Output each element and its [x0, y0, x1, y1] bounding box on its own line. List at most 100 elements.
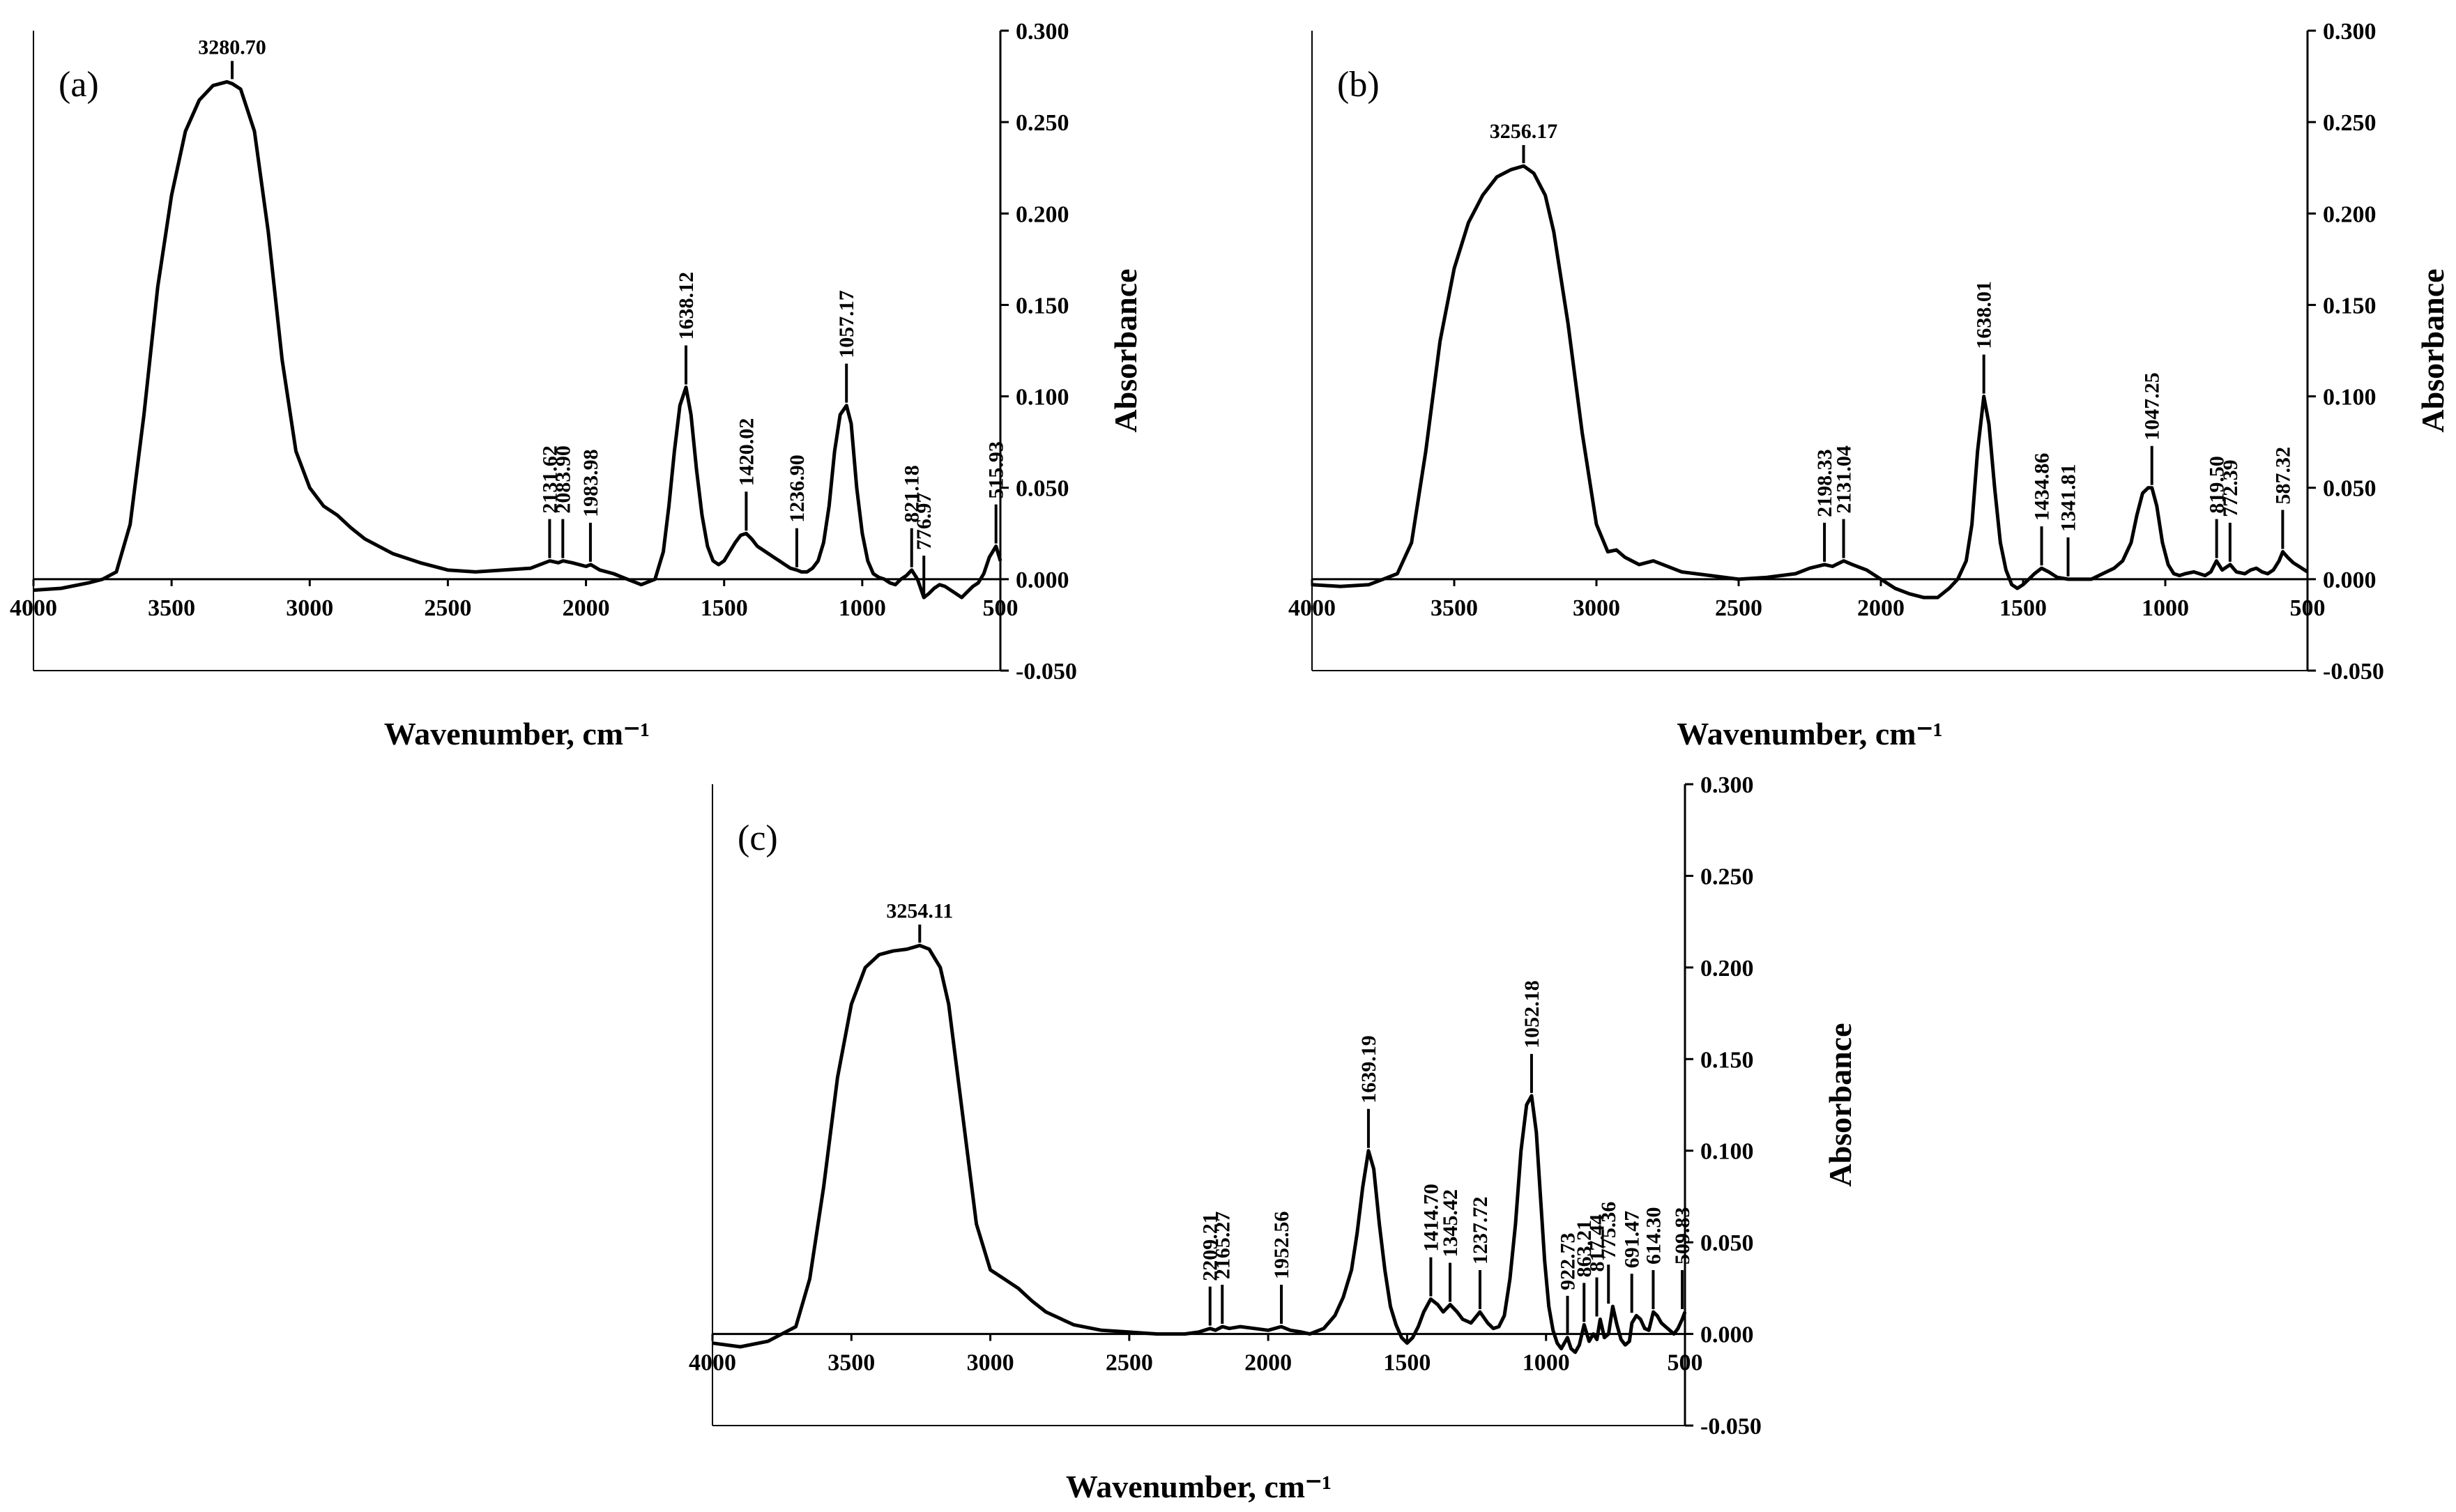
x-tick-label: 2000 [563, 595, 610, 621]
y-tick-label: 0.050 [1016, 476, 1069, 502]
panel-b: 0.300 0.250 0.200 0.150 0.100 0.050 0.000 -0.05… [1288, 19, 2450, 751]
peak-label: 1434.86 [2031, 453, 2054, 521]
x-tick-label: 2000 [1857, 595, 1905, 621]
x-tick-label: 1500 [701, 595, 748, 621]
peak-label: 1237.72 [1469, 1197, 1492, 1265]
x-tick-label: 2500 [424, 595, 471, 621]
y-tick-label: -0.050 [1700, 1414, 1762, 1440]
panel-label: (b) [1337, 65, 1380, 105]
x-tick-label: 500 [1668, 1350, 1703, 1376]
x-tick-label: 500 [983, 595, 1019, 621]
y-tick-label: 0.250 [1700, 864, 1754, 889]
peak-label: 515.93 [985, 441, 1008, 499]
x-tick-label: 3000 [967, 1350, 1014, 1376]
y-tick-label: 0.200 [2323, 201, 2377, 227]
peak-label: 2198.33 [1813, 449, 1836, 517]
y-tick-label: 0.000 [1700, 1322, 1754, 1348]
y-tick-label: 0.100 [1700, 1139, 1754, 1165]
peak-label: 1341.81 [2057, 464, 2080, 532]
peak-label: 863.21 [1573, 1220, 1596, 1278]
x-axis-title: Wavenumber, cm⁻¹ [1066, 1469, 1332, 1504]
peak-label: 1047.25 [2141, 372, 2164, 441]
y-tick-label: 0.100 [2323, 385, 2377, 411]
y-tick-label: 0.300 [2323, 19, 2377, 45]
x-tick-label: 500 [2290, 595, 2326, 621]
spectrum-line [712, 943, 1687, 1354]
peak-label: 1057.17 [835, 290, 858, 358]
peak-label: 776.97 [913, 493, 936, 551]
panel-a: 0.300 0.250 0.200 0.150 0.100 0.050 0.000 -0.05… [10, 19, 1143, 751]
x-axis-title: Wavenumber, cm⁻¹ [384, 716, 650, 751]
peak-label: 1236.90 [786, 455, 809, 523]
peak-label: 817.44 [1585, 1214, 1608, 1272]
y-tick-label: 0.050 [2323, 476, 2377, 502]
y-tick-label: 0.150 [2323, 293, 2377, 319]
panel-label: (c) [738, 818, 778, 858]
x-tick-label: 3500 [827, 1350, 875, 1376]
peak-label: 2131.04 [1833, 445, 1856, 514]
x-tick-label: 3500 [148, 595, 195, 621]
y-axis-title: Absorbance [2415, 268, 2450, 432]
peak-label: 1638.12 [675, 272, 698, 339]
x-tick-label: 3000 [286, 595, 333, 621]
peak-label: 1345.42 [1439, 1189, 1462, 1258]
y-tick-label: 0.050 [1700, 1230, 1754, 1256]
x-tick-label: 4000 [10, 595, 57, 621]
y-tick-label: 0.100 [1016, 385, 1069, 411]
y-tick-label: 0.250 [2323, 110, 2377, 136]
y-tick-label: 0.150 [1700, 1047, 1754, 1073]
peak-label: 1952.56 [1270, 1212, 1293, 1280]
peak-label: 2083.90 [551, 445, 574, 514]
x-tick-label: 1000 [2142, 595, 2189, 621]
peak-label: 819.50 [2206, 456, 2229, 514]
x-tick-label: 3000 [1573, 595, 1620, 621]
panel-c: 0.300 0.250 0.200 0.150 0.100 0.050 0.000 -0.05… [689, 772, 1858, 1504]
x-tick-label: 2500 [1106, 1350, 1153, 1376]
peak-label: 1414.70 [1419, 1184, 1442, 1252]
peak-label: 772.39 [2219, 459, 2242, 517]
peak-label: 614.30 [1642, 1207, 1665, 1265]
peak-label: 587.32 [2271, 447, 2294, 505]
peak-label: 3256.17 [1490, 120, 1558, 143]
y-tick-label: 0.250 [1016, 110, 1069, 136]
y-tick-label: 0.000 [1016, 567, 1069, 593]
peak-label: 1420.02 [735, 418, 758, 487]
y-tick-label: 0.300 [1700, 772, 1754, 798]
peak-label: 922.73 [1557, 1232, 1580, 1290]
peak-label: 1638.01 [1973, 281, 1996, 349]
y-tick-label: 0.000 [2323, 567, 2377, 593]
x-tick-label: 1000 [839, 595, 886, 621]
y-tick-label: 0.200 [1700, 956, 1754, 982]
peak-label: 2209.21 [1199, 1213, 1222, 1281]
x-tick-label: 4000 [689, 1350, 736, 1376]
y-tick-label: 0.300 [1016, 19, 1069, 45]
x-tick-label: 4000 [1288, 595, 1336, 621]
x-tick-label: 2000 [1244, 1350, 1292, 1376]
spectrum-line [33, 79, 1002, 600]
peak-label: 3254.11 [886, 899, 953, 922]
peak-label: 1983.98 [579, 449, 602, 517]
x-tick-label: 2500 [1715, 595, 1762, 621]
y-tick-label: -0.050 [1016, 659, 1077, 685]
y-axis-title: Absorbance [1108, 268, 1143, 432]
spectrum-line [1311, 164, 2309, 600]
peak-label: 3280.70 [198, 36, 266, 59]
peak-label: 509.83 [1671, 1207, 1694, 1265]
y-axis-title: Absorbance [1822, 1023, 1858, 1186]
x-tick-label: 1500 [1383, 1350, 1431, 1376]
peak-label: 821.18 [901, 465, 924, 523]
panel-label: (a) [59, 65, 99, 105]
peak-label: 1639.19 [1357, 1035, 1380, 1104]
peak-label: 2131.62 [538, 445, 561, 514]
y-tick-label: -0.050 [2323, 659, 2384, 685]
x-tick-label: 1500 [1999, 595, 2047, 621]
peak-label: 1052.18 [1520, 980, 1543, 1048]
peak-label: 775.36 [1597, 1202, 1620, 1260]
peak-label: 691.47 [1621, 1211, 1644, 1269]
peak-label: 2165.27 [1211, 1212, 1234, 1280]
x-axis-title: Wavenumber, cm⁻¹ [1677, 716, 1942, 751]
y-tick-label: 0.150 [1016, 293, 1069, 319]
x-tick-label: 1000 [1523, 1350, 1570, 1376]
y-tick-label: 0.200 [1016, 201, 1069, 227]
